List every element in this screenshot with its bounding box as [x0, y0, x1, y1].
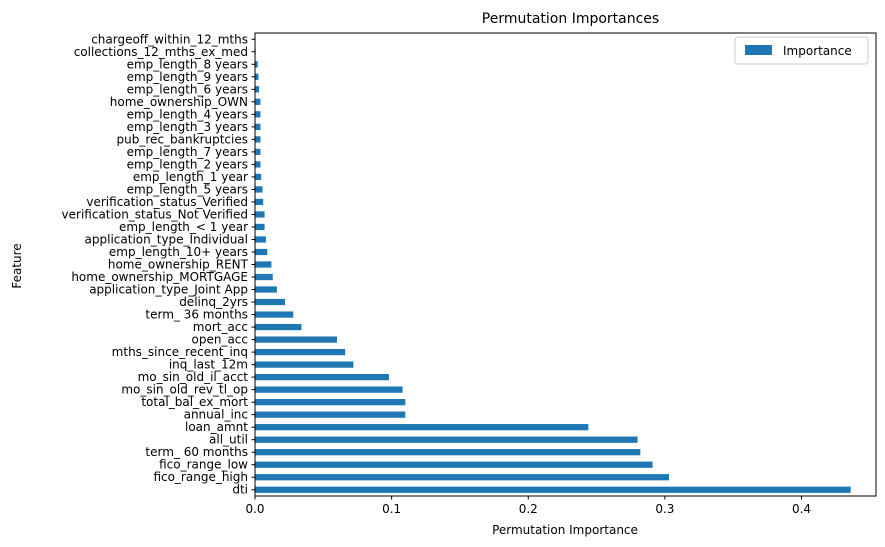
bar-19 [255, 248, 268, 256]
bar-29 [255, 123, 261, 130]
bar-27 [255, 148, 261, 156]
y-tick-label-0: dti [232, 483, 248, 497]
y-tick-label-21: emp_length_< 1 year [119, 220, 248, 234]
bar-34 [255, 61, 258, 68]
y-tick-label-15: delinq_2yrs [179, 295, 248, 309]
y-tick-label-29: emp_length_3 years [127, 120, 248, 134]
y-tick-label-12: open_acc [192, 333, 249, 347]
y-axis-title: Feature [10, 243, 24, 288]
y-tick-label-6: annual_inc [184, 408, 248, 422]
bar-2 [255, 461, 653, 468]
bar-0 [255, 486, 851, 493]
y-tick-label-27: emp_length_7 years [127, 145, 248, 159]
y-tick-label-24: emp_length_5 years [127, 182, 248, 196]
bar-9 [255, 373, 389, 381]
y-tick-label-18: home_ownership_RENT [108, 258, 249, 272]
bar-12 [255, 336, 337, 343]
x-tick-label-0: 0.0 [245, 502, 264, 516]
bar-18 [255, 261, 272, 268]
x-ticks-group: 0.0 0.1 0.2 0.3 0.4 [245, 496, 811, 516]
y-tick-label-28: pub_rec_bankruptcies [117, 132, 248, 146]
plot-frame [254, 32, 877, 497]
x-tick-label-4: 0.4 [792, 502, 811, 516]
y-tick-label-5: loan_amnt [185, 420, 248, 434]
chart-title: Permutation Importances [482, 11, 659, 27]
y-tick-label-33: emp_length_9 years [127, 70, 248, 84]
bar-4 [255, 436, 638, 443]
bar-23 [255, 198, 264, 206]
bar-10 [255, 361, 354, 368]
y-tick-label-14: term_ 36 months [145, 308, 248, 322]
y-tick-label-8: mo_sin_old_rev_tl_op [121, 383, 248, 397]
bar-7 [255, 399, 406, 406]
bar-24 [255, 186, 263, 193]
y-tick-label-3: term_ 60 months [145, 445, 248, 459]
legend-frame [734, 36, 869, 65]
x-axis-title: Permutation Importance [492, 523, 638, 537]
bar-20 [255, 236, 266, 243]
bar-17 [255, 273, 273, 281]
y-tick-label-34: emp_length_8 years [127, 57, 248, 71]
legend-swatch [745, 45, 772, 55]
bar-5 [255, 424, 589, 431]
y-tick-label-36: chargeoff_within_12_mths [91, 32, 248, 46]
x-tick-label-1: 0.1 [382, 502, 401, 516]
y-tick-label-7: total_bal_ex_mort [141, 395, 248, 409]
bar-8 [255, 386, 403, 393]
bar-1 [255, 474, 669, 481]
y-tick-label-16: application_type_Joint App [89, 283, 248, 297]
y-tick-label-11: mths_since_recent_inq [112, 345, 248, 359]
bar-22 [255, 211, 265, 218]
y-tick-label-9: mo_sin_old_il_acct [138, 370, 249, 384]
bar-6 [255, 411, 406, 418]
y-tick-label-23: verification_status_Verified [86, 195, 248, 209]
bar-21 [255, 223, 265, 231]
bar-25 [255, 173, 262, 181]
bar-26 [255, 161, 261, 168]
bar-33 [255, 73, 259, 80]
bars-group [255, 36, 851, 493]
bar-3 [255, 449, 641, 456]
y-tick-label-22: verification_status_Not Verified [62, 207, 248, 221]
bar-14 [255, 311, 294, 318]
y-tick-label-2: fico_range_low [159, 458, 248, 472]
y-tick-label-17: home_ownership_MORTGAGE [71, 270, 248, 284]
y-tick-label-35: collections_12_mths_ex_med [74, 45, 248, 59]
y-tick-label-26: emp_length_2 years [127, 157, 248, 171]
y-tick-label-25: emp_length_1 year [133, 170, 248, 184]
bar-15 [255, 298, 286, 306]
x-tick-label-3: 0.3 [655, 502, 674, 516]
bar-16 [255, 286, 277, 293]
y-tick-label-20: application_type_Individual [85, 232, 248, 246]
legend: Importance [734, 36, 869, 65]
x-tick-label-2: 0.2 [519, 502, 538, 516]
y-tick-label-31: home_ownership_OWN [110, 95, 248, 109]
bar-28 [255, 136, 261, 143]
y-tick-label-13: mort_acc [193, 320, 248, 334]
y-tick-label-19: emp_length_10+ years [109, 245, 248, 259]
legend-label: Importance [783, 44, 852, 58]
bar-30 [255, 111, 261, 118]
y-tick-label-4: all_util [209, 433, 248, 447]
bar-32 [255, 86, 260, 93]
bar-13 [255, 323, 302, 331]
bar-31 [255, 98, 261, 105]
y-tick-label-1: fico_range_high [153, 470, 248, 484]
y-tick-label-32: emp_length_6 years [127, 82, 248, 96]
y-tick-label-30: emp_length_4 years [127, 107, 248, 121]
y-tick-label-10: inq_last_12m [169, 358, 248, 372]
bar-11 [255, 348, 346, 356]
